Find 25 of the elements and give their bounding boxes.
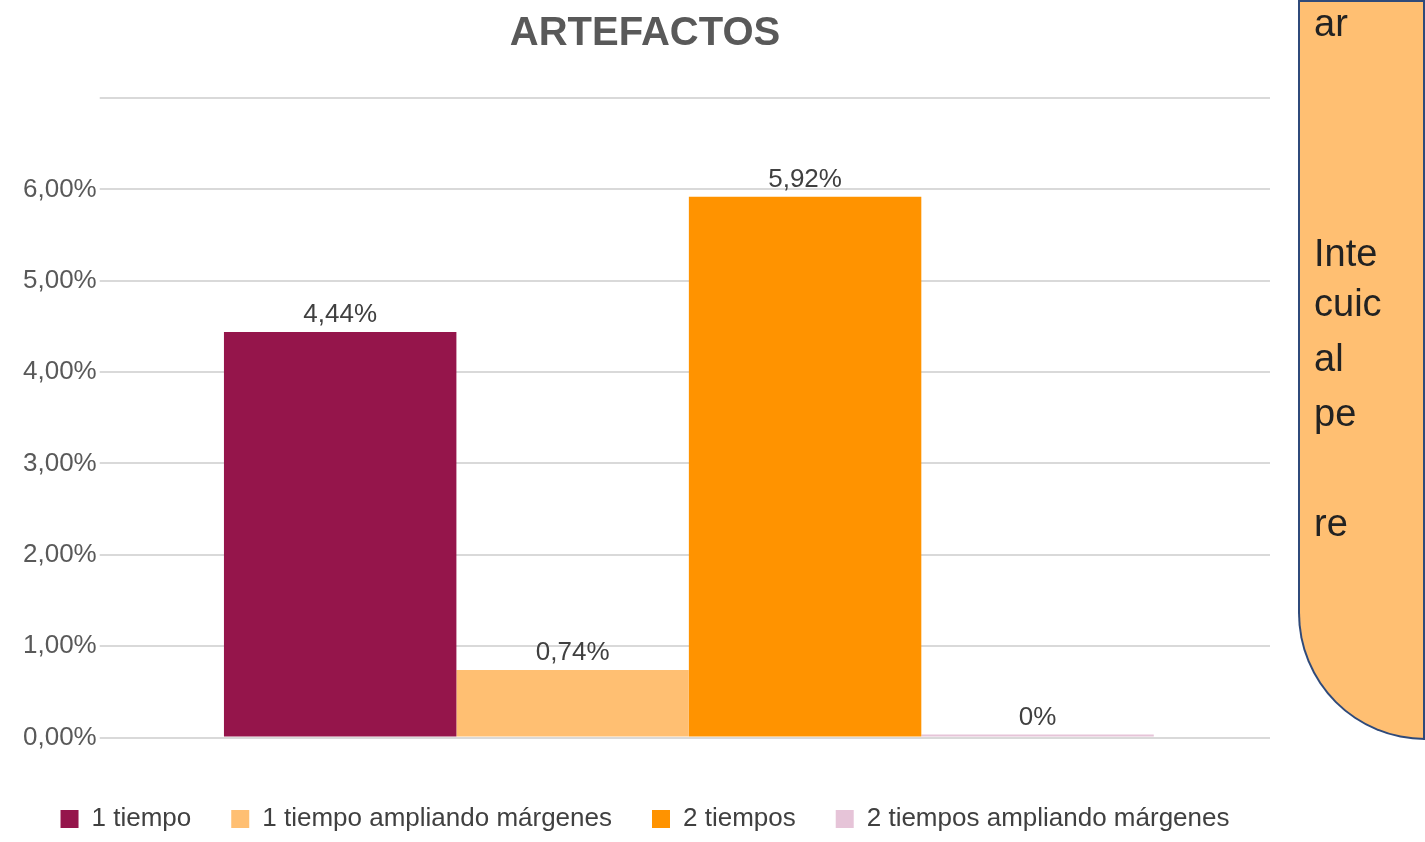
- text: pe: [1314, 392, 1357, 435]
- y-tick-label: 5,00%: [22, 263, 97, 294]
- text: al: [1314, 337, 1344, 380]
- y-tick-label: 2,00%: [22, 538, 97, 569]
- bar: [456, 669, 689, 737]
- y-tick-label: 1,00%: [22, 629, 97, 660]
- text: cuic: [1314, 282, 1382, 325]
- bar: [223, 331, 457, 737]
- legend-label: 1 tiempo: [91, 802, 192, 833]
- legend-label: 1 tiempo ampliando márgenes: [262, 802, 613, 833]
- y-tick-label: 0,00%: [22, 720, 97, 751]
- text: Inte: [1314, 232, 1378, 275]
- data-label: 5,92%: [768, 162, 842, 193]
- data-label: 4,44%: [303, 298, 378, 329]
- y-tick-label: 6,00%: [22, 172, 97, 203]
- bar: [688, 196, 922, 737]
- data-label: 0,74%: [535, 636, 610, 667]
- chart-title: ARTEFACTOS: [509, 9, 781, 54]
- text: re: [1314, 502, 1348, 545]
- legend-label: 2 tiempos ampliando márgenes: [866, 802, 1230, 833]
- text: ar: [1314, 2, 1348, 45]
- data-label: 0%: [1018, 700, 1057, 731]
- y-tick-label: 4,00%: [22, 355, 97, 386]
- legend-label: 2 tiempos: [683, 802, 796, 833]
- y-tick-label: 3,00%: [22, 446, 97, 477]
